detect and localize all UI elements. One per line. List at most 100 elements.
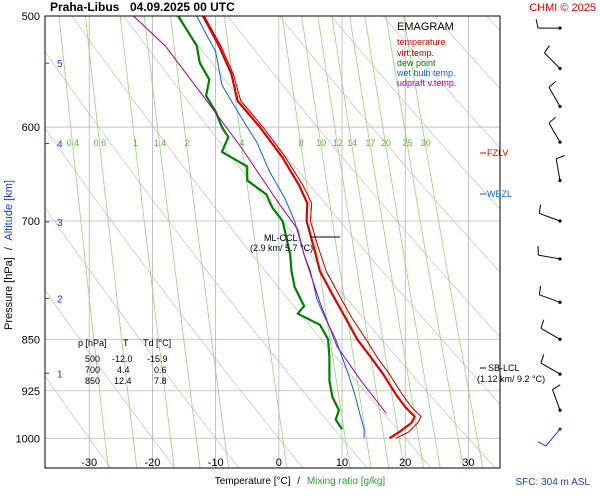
- temperature-tick-label: 10: [336, 457, 348, 469]
- table-cell-p: 700: [85, 365, 100, 375]
- ml-ccl-label: ML-CCL: [264, 233, 298, 243]
- legend-dew-point: dew point: [397, 58, 436, 68]
- dry-adiabat: [45, 464, 48, 468]
- mixing-ratio-label: 17: [365, 138, 375, 148]
- mixing-ratio-line: [385, 16, 464, 468]
- wind-barb-dot: [558, 140, 562, 144]
- table-cell-t: 12.4: [114, 376, 132, 386]
- mixing-ratio-label: 12: [333, 138, 343, 148]
- wind-barb-flag: [544, 45, 550, 54]
- mixing-ratio-line: [364, 16, 441, 468]
- wind-barb: [540, 319, 562, 341]
- dry-adiabat: [279, 16, 500, 273]
- wind-barb: [548, 81, 562, 109]
- table-cell-td: 0.6: [154, 365, 167, 375]
- x-axis-title: Temperature [°C] / Mixing ratio [g/kg]: [215, 476, 386, 487]
- wind-barb-flag: [540, 319, 545, 329]
- wind-barb-flag: [548, 81, 557, 88]
- pressure-tick-label: 925: [22, 386, 40, 398]
- wind-barb-dot: [558, 178, 562, 183]
- pressure-tick-label: 600: [22, 122, 40, 134]
- legend-virt-temp: virt.temp.: [397, 48, 434, 58]
- wind-barb: [535, 19, 562, 30]
- wind-barb: [537, 246, 562, 261]
- mixing-ratio-label: 0.6: [94, 138, 107, 148]
- series-temperature: [202, 16, 416, 440]
- mixing-ratio-label: 1: [133, 138, 138, 148]
- wind-barb-staff: [539, 212, 561, 222]
- table-cell-td: 7.8: [154, 376, 167, 386]
- mixing-ratio-line: [317, 16, 390, 468]
- pressure-tick-label: 700: [22, 216, 40, 228]
- sb-lcl-label: SB-LCL: [488, 363, 520, 373]
- dry-adiabat: [539, 16, 600, 468]
- sounding-table: p [hPa] T Td [°C] 500 -12.0 -15.9 700 4.…: [78, 338, 171, 386]
- mixing-ratio-label: 10: [316, 138, 326, 148]
- x-axis-title-temp: Temperature [°C]: [215, 476, 291, 487]
- pressure-tick-label: 850: [22, 334, 40, 346]
- sounding-datetime: 04.09.2025 00 UTC: [130, 0, 235, 14]
- series-dew-point: [177, 16, 343, 430]
- temperature-tick-label: -30: [81, 457, 97, 469]
- dry-adiabat: [45, 50, 368, 468]
- pressure-tick-label: 500: [22, 11, 40, 23]
- mixing-ratio-line: [349, 16, 424, 468]
- wind-barb-flag: [540, 354, 545, 364]
- wind-barb-staff: [548, 87, 561, 107]
- x-axis-title-sep: /: [297, 476, 300, 487]
- wind-barb-flag: [538, 204, 542, 214]
- y-axis-title-pressure: Pressure [hPa]: [3, 257, 15, 330]
- y-axis-title: Pressure [hPa] / Altitude [km]: [3, 180, 15, 330]
- table-cell-p: 500: [85, 354, 100, 364]
- wind-barb-dot: [558, 104, 562, 109]
- wbzl-label: WBZL: [487, 189, 512, 199]
- wind-barb: [555, 155, 565, 183]
- mixing-ratio-label: 8: [299, 138, 304, 148]
- dry-adiabat: [382, 16, 500, 149]
- temperature-tick-label: 20: [399, 457, 411, 469]
- wind-barb-staff: [552, 389, 561, 411]
- legend-updraft: udpraft v.temp.: [397, 78, 456, 88]
- table-header-td: Td [°C]: [143, 338, 171, 348]
- table-cell-t: -12.0: [112, 354, 133, 364]
- temperature-tick-label: 0: [276, 457, 282, 469]
- mixing-ratio-line: [301, 16, 372, 468]
- wind-barb-dot: [558, 337, 562, 341]
- mixing-ratio-line: [223, 16, 288, 468]
- dry-adiabat: [590, 16, 600, 468]
- y-axis-title-altitude: Altitude [km]: [3, 180, 15, 241]
- table-cell-t: 4.4: [117, 365, 130, 375]
- wind-barb: [548, 116, 562, 144]
- dry-adiabat: [45, 375, 112, 468]
- wind-barb: [538, 285, 562, 304]
- wind-barb-staff: [539, 294, 561, 303]
- wind-barb-staff: [545, 428, 561, 447]
- temperature-tick-label: -10: [208, 457, 224, 469]
- dry-adiabat: [45, 127, 304, 468]
- dry-adiabat: [71, 16, 432, 468]
- wind-barb-dot: [558, 300, 562, 304]
- table-header-t: T: [123, 338, 129, 348]
- altitude-tick-label: 4: [57, 140, 63, 151]
- wind-barb-staff: [555, 158, 561, 181]
- series-lines: [133, 16, 422, 440]
- mixing-ratio-label: 4: [239, 138, 244, 148]
- table-cell-td: -15.9: [147, 354, 168, 364]
- mixing-ratio-line: [119, 16, 175, 468]
- wind-barb-dot: [558, 257, 562, 261]
- wind-barb: [537, 427, 562, 447]
- mixing-ratio-line: [85, 16, 138, 468]
- altitude-tick-label: 1: [57, 369, 63, 380]
- mixing-ratio-label: 1.4: [154, 138, 167, 148]
- y-axis-title-sep: /: [3, 246, 15, 250]
- mixing-ratio-line: [331, 16, 405, 468]
- dry-adiabat: [330, 16, 500, 210]
- mixing-ratio-line: [281, 16, 351, 468]
- dry-adiabat: [123, 16, 496, 468]
- legend-wet-bulb: wet bulb temp.: [396, 68, 456, 78]
- altitude-tick-label: 5: [57, 59, 63, 70]
- wind-barb-staff: [544, 52, 561, 69]
- wind-barb-dot: [558, 26, 562, 30]
